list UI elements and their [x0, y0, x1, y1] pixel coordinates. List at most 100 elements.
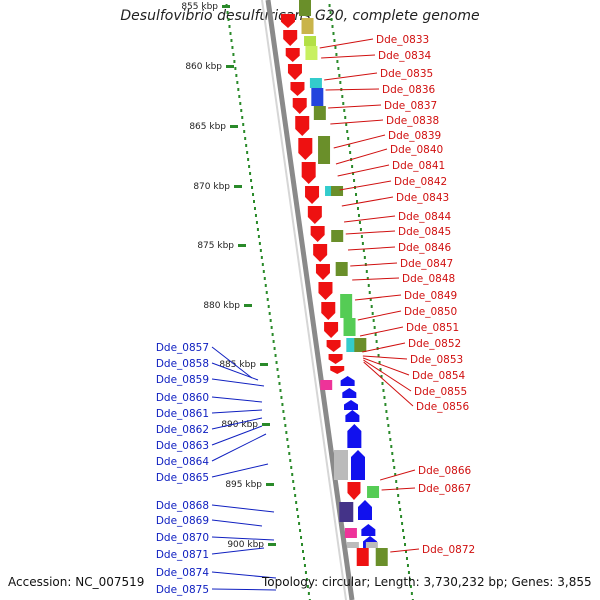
- gene-arrow-forward[interactable]: [295, 116, 310, 136]
- track-dot-left: [275, 361, 278, 364]
- gene-label-right[interactable]: Dde_0841: [392, 160, 445, 172]
- gene-arrow-forward[interactable]: [310, 226, 325, 242]
- gene-arrow-forward[interactable]: [280, 14, 295, 28]
- gene-arrow-forward[interactable]: [313, 244, 328, 262]
- gene-function-box[interactable]: [334, 450, 348, 480]
- gene-arrow-forward[interactable]: [307, 206, 322, 224]
- scale-tick-label: 890 kbp: [221, 420, 258, 430]
- gene-arrow-forward[interactable]: [290, 82, 305, 96]
- gene-function-box[interactable]: [331, 230, 344, 242]
- gene-arrow-forward[interactable]: [318, 282, 333, 300]
- gene-label-right[interactable]: Dde_0846: [398, 242, 452, 254]
- gene-function-box[interactable]: [301, 18, 314, 34]
- gene-label-right[interactable]: Dde_0839: [388, 130, 441, 142]
- gene-function-box[interactable]: [320, 380, 333, 390]
- gene-label-right[interactable]: Dde_0855: [414, 386, 467, 398]
- gene-arrow-forward[interactable]: [324, 322, 339, 338]
- gene-function-box[interactable]: [313, 106, 326, 120]
- gene-label-right[interactable]: Dde_0856: [416, 401, 470, 413]
- gene-label-right[interactable]: Dde_0852: [408, 338, 461, 350]
- gene-label-right[interactable]: Dde_0835: [380, 68, 433, 80]
- gene-arrow-forward[interactable]: [328, 354, 343, 364]
- gene-function-box[interactable]: [311, 88, 324, 106]
- gene-function-box[interactable]: [354, 338, 367, 352]
- gene-function-box[interactable]: [305, 46, 318, 60]
- gene-arrow-reverse[interactable]: [340, 376, 355, 386]
- gene-function-box[interactable]: [340, 294, 353, 318]
- gene-label-right[interactable]: Dde_0849: [404, 290, 457, 302]
- track-dot-right: [375, 340, 378, 343]
- gene-label-left[interactable]: Dde_0862: [156, 424, 209, 436]
- gene-label-left[interactable]: Dde_0861: [156, 408, 209, 420]
- gene-label-left[interactable]: Dde_0864: [156, 456, 210, 468]
- gene-label-left[interactable]: Dde_0860: [156, 392, 209, 404]
- gene-label-right[interactable]: Dde_0854: [412, 370, 466, 382]
- gene-label-right[interactable]: Dde_0850: [404, 306, 457, 318]
- gene-function-box[interactable]: [346, 542, 359, 548]
- gene-function-box[interactable]: [339, 502, 354, 522]
- right-label-leader: [390, 548, 420, 553]
- gene-label-left[interactable]: Dde_0859: [156, 374, 209, 386]
- gene-label-left[interactable]: Dde_0870: [156, 532, 209, 544]
- gene-label-left[interactable]: Dde_0865: [156, 472, 209, 484]
- gene-label-left[interactable]: Dde_0869: [156, 515, 209, 527]
- gene-label-right[interactable]: Dde_0833: [376, 34, 429, 46]
- gene-label-right[interactable]: Dde_0842: [394, 176, 447, 188]
- gene-arrow-reverse[interactable]: [358, 500, 372, 520]
- gene-function-box[interactable]: [318, 136, 331, 164]
- gene-arrow-reverse[interactable]: [342, 388, 357, 398]
- gene-label-left[interactable]: Dde_0858: [156, 358, 209, 370]
- gene-label-right[interactable]: Dde_0845: [398, 226, 451, 238]
- gene-label-right[interactable]: Dde_0853: [410, 354, 463, 366]
- gene-label-left[interactable]: Dde_0857: [156, 342, 209, 354]
- gene-label-right[interactable]: Dde_0848: [402, 273, 455, 285]
- gene-arrow-forward[interactable]: [321, 302, 336, 320]
- gene-arrow-reverse[interactable]: [361, 524, 376, 536]
- gene-arrow-forward[interactable]: [283, 30, 298, 46]
- gene-label-right[interactable]: Dde_0866: [418, 465, 472, 477]
- gene-label-left[interactable]: Dde_0875: [156, 584, 209, 596]
- gene-function-box[interactable]: [375, 548, 388, 566]
- gene-label-right[interactable]: Dde_0844: [398, 211, 452, 223]
- gene-arrow-forward[interactable]: [315, 264, 330, 280]
- gene-label-right[interactable]: Dde_0843: [396, 192, 449, 204]
- gene-label-left[interactable]: Dde_0863: [156, 440, 209, 452]
- gene-label-right[interactable]: Dde_0836: [382, 84, 436, 96]
- gene-arrow-forward[interactable]: [298, 138, 313, 160]
- gene-function-box[interactable]: [309, 78, 322, 88]
- gene-arrow-reverse[interactable]: [351, 450, 365, 480]
- gene-function-box[interactable]: [304, 36, 317, 46]
- gene-arrow-forward[interactable]: [287, 64, 302, 80]
- gene-arrow-forward[interactable]: [326, 340, 341, 352]
- gene-label-right[interactable]: Dde_0837: [384, 100, 437, 112]
- gene-arrow-forward[interactable]: [285, 48, 300, 62]
- gene-arrow-forward[interactable]: [347, 482, 361, 500]
- gene-label-right[interactable]: Dde_0872: [422, 544, 475, 556]
- gene-label-right[interactable]: Dde_0840: [390, 144, 443, 156]
- gene-function-box[interactable]: [367, 486, 380, 498]
- gene-arrow-forward[interactable]: [292, 98, 307, 114]
- gene-arrow-forward[interactable]: [305, 186, 320, 204]
- gene-label-right[interactable]: Dde_0847: [400, 258, 453, 270]
- gene-function-box[interactable]: [331, 186, 344, 196]
- gene-function-box[interactable]: [343, 318, 356, 336]
- gene-arrow-forward[interactable]: [330, 366, 345, 374]
- gene-function-box[interactable]: [335, 262, 348, 276]
- gene-arrow-reverse[interactable]: [344, 400, 358, 410]
- gene-label-left[interactable]: Dde_0874: [156, 567, 210, 579]
- gene-arrow-reverse[interactable]: [347, 424, 362, 448]
- accession-text: Accession: NC_007519: [8, 575, 145, 589]
- gene-label-left[interactable]: Dde_0868: [156, 500, 209, 512]
- gene-label-right[interactable]: Dde_0851: [406, 322, 459, 334]
- gene-function-box[interactable]: [299, 0, 311, 16]
- gene-label-right[interactable]: Dde_0834: [378, 50, 432, 62]
- gene-forward-box[interactable]: [356, 548, 369, 566]
- gene-arrow-forward[interactable]: [301, 162, 316, 184]
- gene-arrow-reverse[interactable]: [345, 410, 360, 422]
- gene-label-right[interactable]: Dde_0838: [386, 115, 439, 127]
- gene-label-right[interactable]: Dde_0867: [418, 483, 471, 495]
- gene-function-box[interactable]: [344, 528, 357, 538]
- right-label-leader: [347, 246, 396, 251]
- gene-function-box[interactable]: [365, 542, 378, 548]
- gene-label-left[interactable]: Dde_0871: [156, 549, 209, 561]
